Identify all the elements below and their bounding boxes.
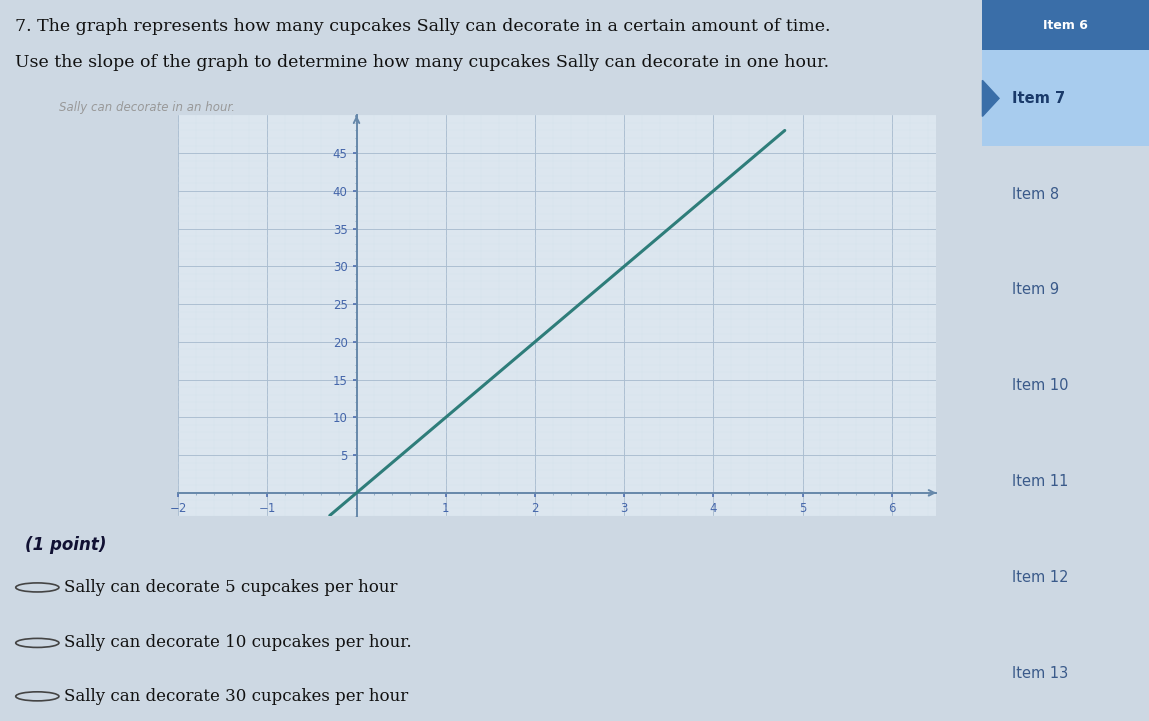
Text: Item 13: Item 13 xyxy=(1012,665,1069,681)
Text: Item 11: Item 11 xyxy=(1012,474,1069,489)
Polygon shape xyxy=(982,80,998,116)
Text: (1 point): (1 point) xyxy=(24,536,106,554)
Text: Sally can decorate 5 cupcakes per hour: Sally can decorate 5 cupcakes per hour xyxy=(64,579,398,596)
Text: Sally can decorate in an hour.: Sally can decorate in an hour. xyxy=(59,101,234,114)
FancyBboxPatch shape xyxy=(982,0,1149,50)
Text: Item 8: Item 8 xyxy=(1012,187,1059,202)
Text: Item 6: Item 6 xyxy=(1043,19,1088,32)
Text: Item 7: Item 7 xyxy=(1012,91,1065,106)
Text: Item 10: Item 10 xyxy=(1012,379,1069,393)
Text: Item 12: Item 12 xyxy=(1012,570,1069,585)
Text: 7. The graph represents how many cupcakes Sally can decorate in a certain amount: 7. The graph represents how many cupcake… xyxy=(15,18,831,35)
Text: Sally can decorate 30 cupcakes per hour: Sally can decorate 30 cupcakes per hour xyxy=(64,688,408,705)
Text: Item 9: Item 9 xyxy=(1012,283,1059,298)
FancyBboxPatch shape xyxy=(982,50,1149,146)
Text: Use the slope of the graph to determine how many cupcakes Sally can decorate in : Use the slope of the graph to determine … xyxy=(15,54,828,71)
Text: Sally can decorate 10 cupcakes per hour.: Sally can decorate 10 cupcakes per hour. xyxy=(64,634,411,651)
